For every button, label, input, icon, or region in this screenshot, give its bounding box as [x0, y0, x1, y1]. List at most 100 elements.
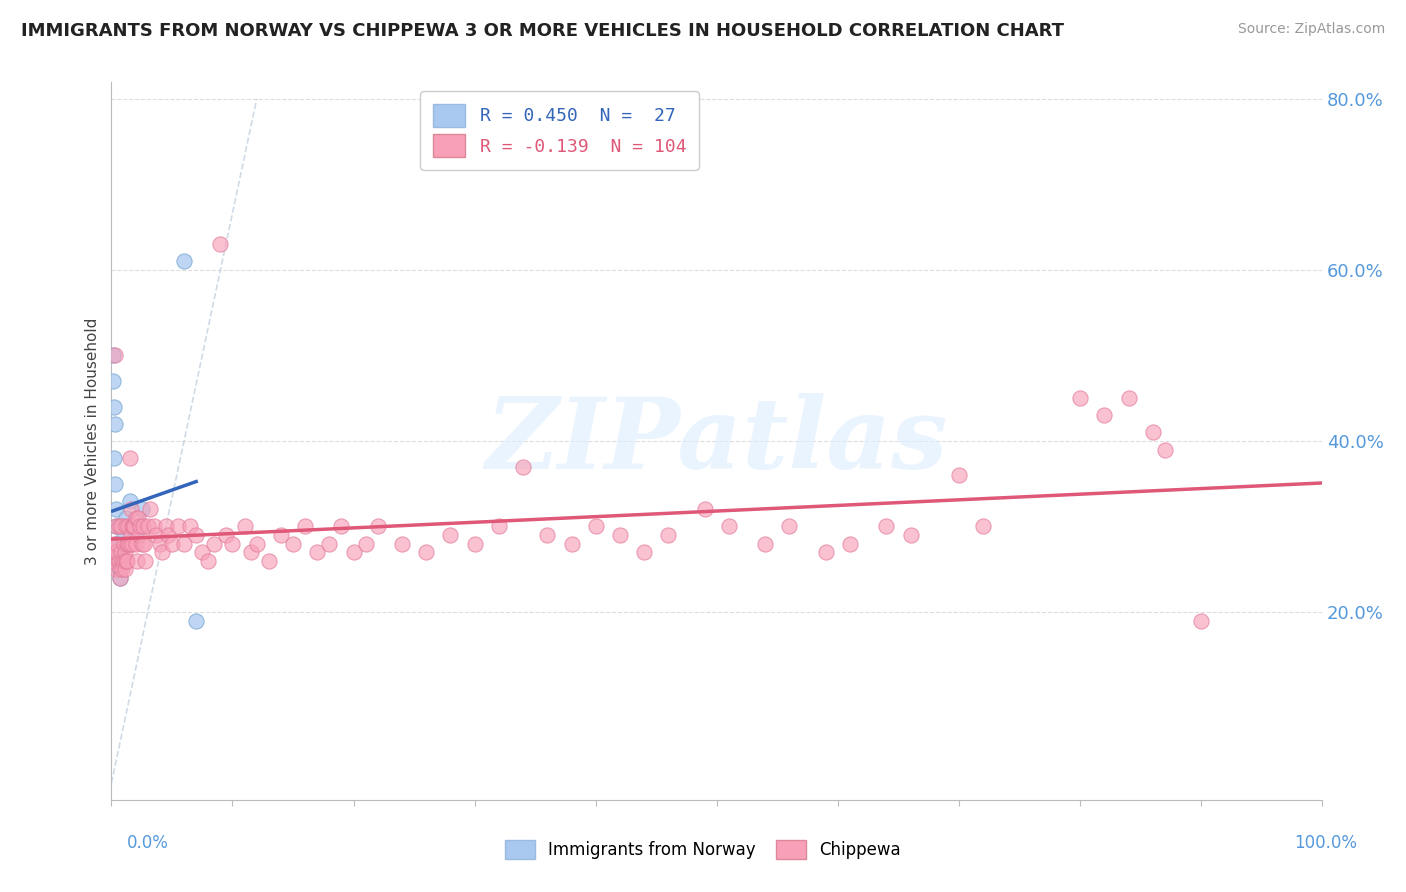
Point: [294, 519, 316, 533]
Legend: Immigrants from Norway, Chippewa: Immigrants from Norway, Chippewa: [498, 833, 908, 866]
Point: [367, 519, 389, 533]
Point: [657, 528, 679, 542]
Point: [609, 528, 631, 542]
Point: [900, 528, 922, 542]
Point: [107, 545, 129, 559]
Point: [173, 254, 195, 268]
Point: [1092, 409, 1115, 423]
Point: [101, 374, 124, 388]
Point: [107, 519, 129, 533]
Point: [124, 511, 146, 525]
Point: [107, 536, 129, 550]
Point: [127, 511, 149, 525]
Point: [215, 528, 238, 542]
Point: [112, 536, 135, 550]
Point: [131, 502, 153, 516]
Point: [512, 459, 534, 474]
Point: [112, 528, 135, 542]
Point: [125, 554, 148, 568]
Point: [129, 519, 152, 533]
Point: [464, 536, 486, 550]
Point: [186, 614, 208, 628]
Point: [142, 519, 165, 533]
Point: [173, 536, 195, 550]
Point: [115, 554, 138, 568]
Point: [124, 536, 146, 550]
Point: [104, 417, 127, 431]
Point: [110, 545, 132, 559]
Point: [281, 536, 304, 550]
Point: [132, 536, 155, 550]
Point: [221, 536, 243, 550]
Point: [318, 536, 340, 550]
Point: [342, 545, 364, 559]
Point: [149, 536, 172, 550]
Point: [111, 554, 134, 568]
Point: [115, 536, 138, 550]
Point: [101, 554, 124, 568]
Point: [134, 554, 156, 568]
Point: [391, 536, 413, 550]
Point: [108, 545, 131, 559]
Text: ZIPatlas: ZIPatlas: [485, 392, 948, 489]
Point: [948, 468, 970, 483]
Point: [875, 519, 897, 533]
Point: [105, 519, 128, 533]
Point: [157, 528, 180, 542]
Point: [124, 519, 146, 533]
Point: [814, 545, 837, 559]
Text: 0.0%: 0.0%: [127, 834, 169, 852]
Point: [839, 536, 862, 550]
Point: [105, 502, 128, 516]
Point: [155, 519, 177, 533]
Point: [118, 451, 141, 466]
Point: [439, 528, 461, 542]
Point: [693, 502, 716, 516]
Point: [105, 519, 128, 533]
Point: [107, 536, 129, 550]
Y-axis label: 3 or more Vehicles in Household: 3 or more Vehicles in Household: [86, 318, 100, 565]
Point: [121, 536, 143, 550]
Point: [246, 536, 269, 550]
Point: [197, 554, 219, 568]
Point: [117, 519, 139, 533]
Text: 100.0%: 100.0%: [1294, 834, 1357, 852]
Point: [354, 536, 377, 550]
Point: [110, 519, 132, 533]
Point: [104, 476, 127, 491]
Point: [110, 536, 132, 550]
Point: [145, 528, 167, 542]
Point: [104, 349, 127, 363]
Point: [121, 519, 143, 533]
Point: [107, 545, 129, 559]
Point: [585, 519, 607, 533]
Point: [118, 536, 141, 550]
Point: [633, 545, 655, 559]
Point: [150, 545, 173, 559]
Point: [120, 528, 142, 542]
Point: [233, 519, 256, 533]
Point: [122, 519, 145, 533]
Point: [111, 519, 134, 533]
Legend: R = 0.450  N =  27, R = -0.139  N = 104: R = 0.450 N = 27, R = -0.139 N = 104: [420, 91, 699, 169]
Point: [115, 511, 138, 525]
Point: [111, 562, 134, 576]
Point: [488, 519, 510, 533]
Point: [115, 554, 138, 568]
Point: [1069, 391, 1091, 405]
Point: [124, 528, 146, 542]
Point: [107, 545, 129, 559]
Point: [330, 519, 353, 533]
Point: [118, 493, 141, 508]
Point: [717, 519, 740, 533]
Point: [132, 519, 155, 533]
Point: [239, 545, 262, 559]
Point: [108, 571, 131, 585]
Point: [114, 545, 136, 559]
Point: [103, 536, 125, 550]
Point: [131, 536, 153, 550]
Point: [107, 554, 129, 568]
Point: [104, 545, 127, 559]
Point: [202, 536, 225, 550]
Point: [754, 536, 776, 550]
